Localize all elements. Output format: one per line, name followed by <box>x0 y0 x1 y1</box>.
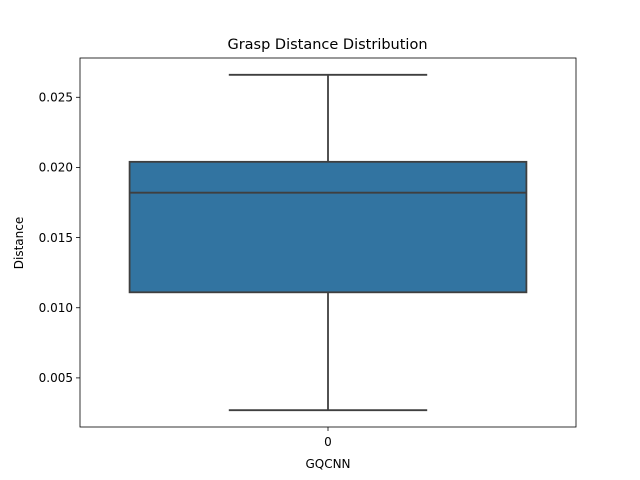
x-tick-label: 0 <box>324 435 332 449</box>
x-axis: 0 <box>324 427 332 449</box>
y-tick-label: 0.010 <box>39 301 73 315</box>
plot-area <box>128 73 528 412</box>
y-axis-label: Distance <box>12 217 26 269</box>
iqr-box <box>128 160 528 294</box>
y-tick-label: 0.020 <box>39 161 73 175</box>
y-tick-label: 0.025 <box>39 91 73 105</box>
y-axis: 0.005 0.010 0.015 0.020 0.025 <box>39 91 80 385</box>
x-axis-label: GQCNN <box>305 457 350 471</box>
y-tick-label: 0.005 <box>39 371 73 385</box>
y-tick-label: 0.015 <box>39 231 73 245</box>
chart-title: Grasp Distance Distribution <box>227 37 427 53</box>
